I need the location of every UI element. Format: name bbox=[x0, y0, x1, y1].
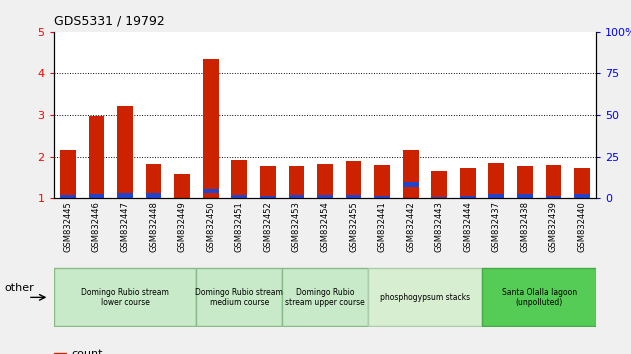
Bar bbox=[546, 165, 562, 198]
Bar bbox=[517, 166, 533, 198]
Text: Domingo Rubio stream
medium course: Domingo Rubio stream medium course bbox=[196, 288, 283, 307]
Text: Santa Olalla lagoon
(unpolluted): Santa Olalla lagoon (unpolluted) bbox=[502, 288, 577, 307]
FancyBboxPatch shape bbox=[54, 268, 196, 326]
Bar bbox=[88, 194, 104, 198]
Bar bbox=[374, 165, 390, 198]
FancyBboxPatch shape bbox=[196, 268, 282, 326]
Bar bbox=[460, 196, 476, 198]
Bar bbox=[346, 195, 362, 198]
Bar bbox=[546, 196, 562, 198]
Text: count: count bbox=[71, 349, 102, 354]
Bar bbox=[146, 164, 162, 198]
Bar bbox=[260, 196, 276, 198]
Bar bbox=[232, 160, 247, 198]
Bar bbox=[432, 196, 447, 198]
Bar bbox=[346, 161, 362, 198]
Text: Domingo Rubio
stream upper course: Domingo Rubio stream upper course bbox=[285, 288, 365, 307]
Bar bbox=[574, 168, 590, 198]
Text: other: other bbox=[4, 283, 33, 293]
Bar bbox=[403, 182, 418, 187]
Bar bbox=[317, 164, 333, 198]
Bar bbox=[203, 189, 218, 193]
Bar bbox=[432, 171, 447, 198]
Bar bbox=[88, 116, 104, 198]
Bar bbox=[117, 193, 133, 198]
Text: Domingo Rubio stream
lower course: Domingo Rubio stream lower course bbox=[81, 288, 169, 307]
Bar bbox=[117, 106, 133, 198]
FancyBboxPatch shape bbox=[482, 268, 596, 326]
Bar bbox=[488, 194, 504, 198]
Bar bbox=[288, 195, 304, 198]
Bar bbox=[574, 194, 590, 198]
Bar bbox=[232, 195, 247, 198]
Bar bbox=[203, 59, 218, 198]
Bar bbox=[517, 194, 533, 198]
FancyBboxPatch shape bbox=[368, 268, 482, 326]
Bar bbox=[403, 150, 418, 198]
Bar bbox=[174, 174, 190, 198]
Bar bbox=[146, 193, 162, 198]
Bar bbox=[288, 166, 304, 198]
Bar bbox=[488, 163, 504, 198]
Bar bbox=[54, 353, 66, 354]
Text: GDS5331 / 19792: GDS5331 / 19792 bbox=[54, 14, 165, 27]
Bar bbox=[60, 195, 76, 198]
Bar bbox=[374, 196, 390, 198]
Text: phosphogypsum stacks: phosphogypsum stacks bbox=[380, 293, 470, 302]
Bar bbox=[260, 166, 276, 198]
Bar bbox=[460, 168, 476, 198]
FancyBboxPatch shape bbox=[282, 268, 368, 326]
Bar bbox=[317, 195, 333, 198]
Bar bbox=[60, 150, 76, 198]
